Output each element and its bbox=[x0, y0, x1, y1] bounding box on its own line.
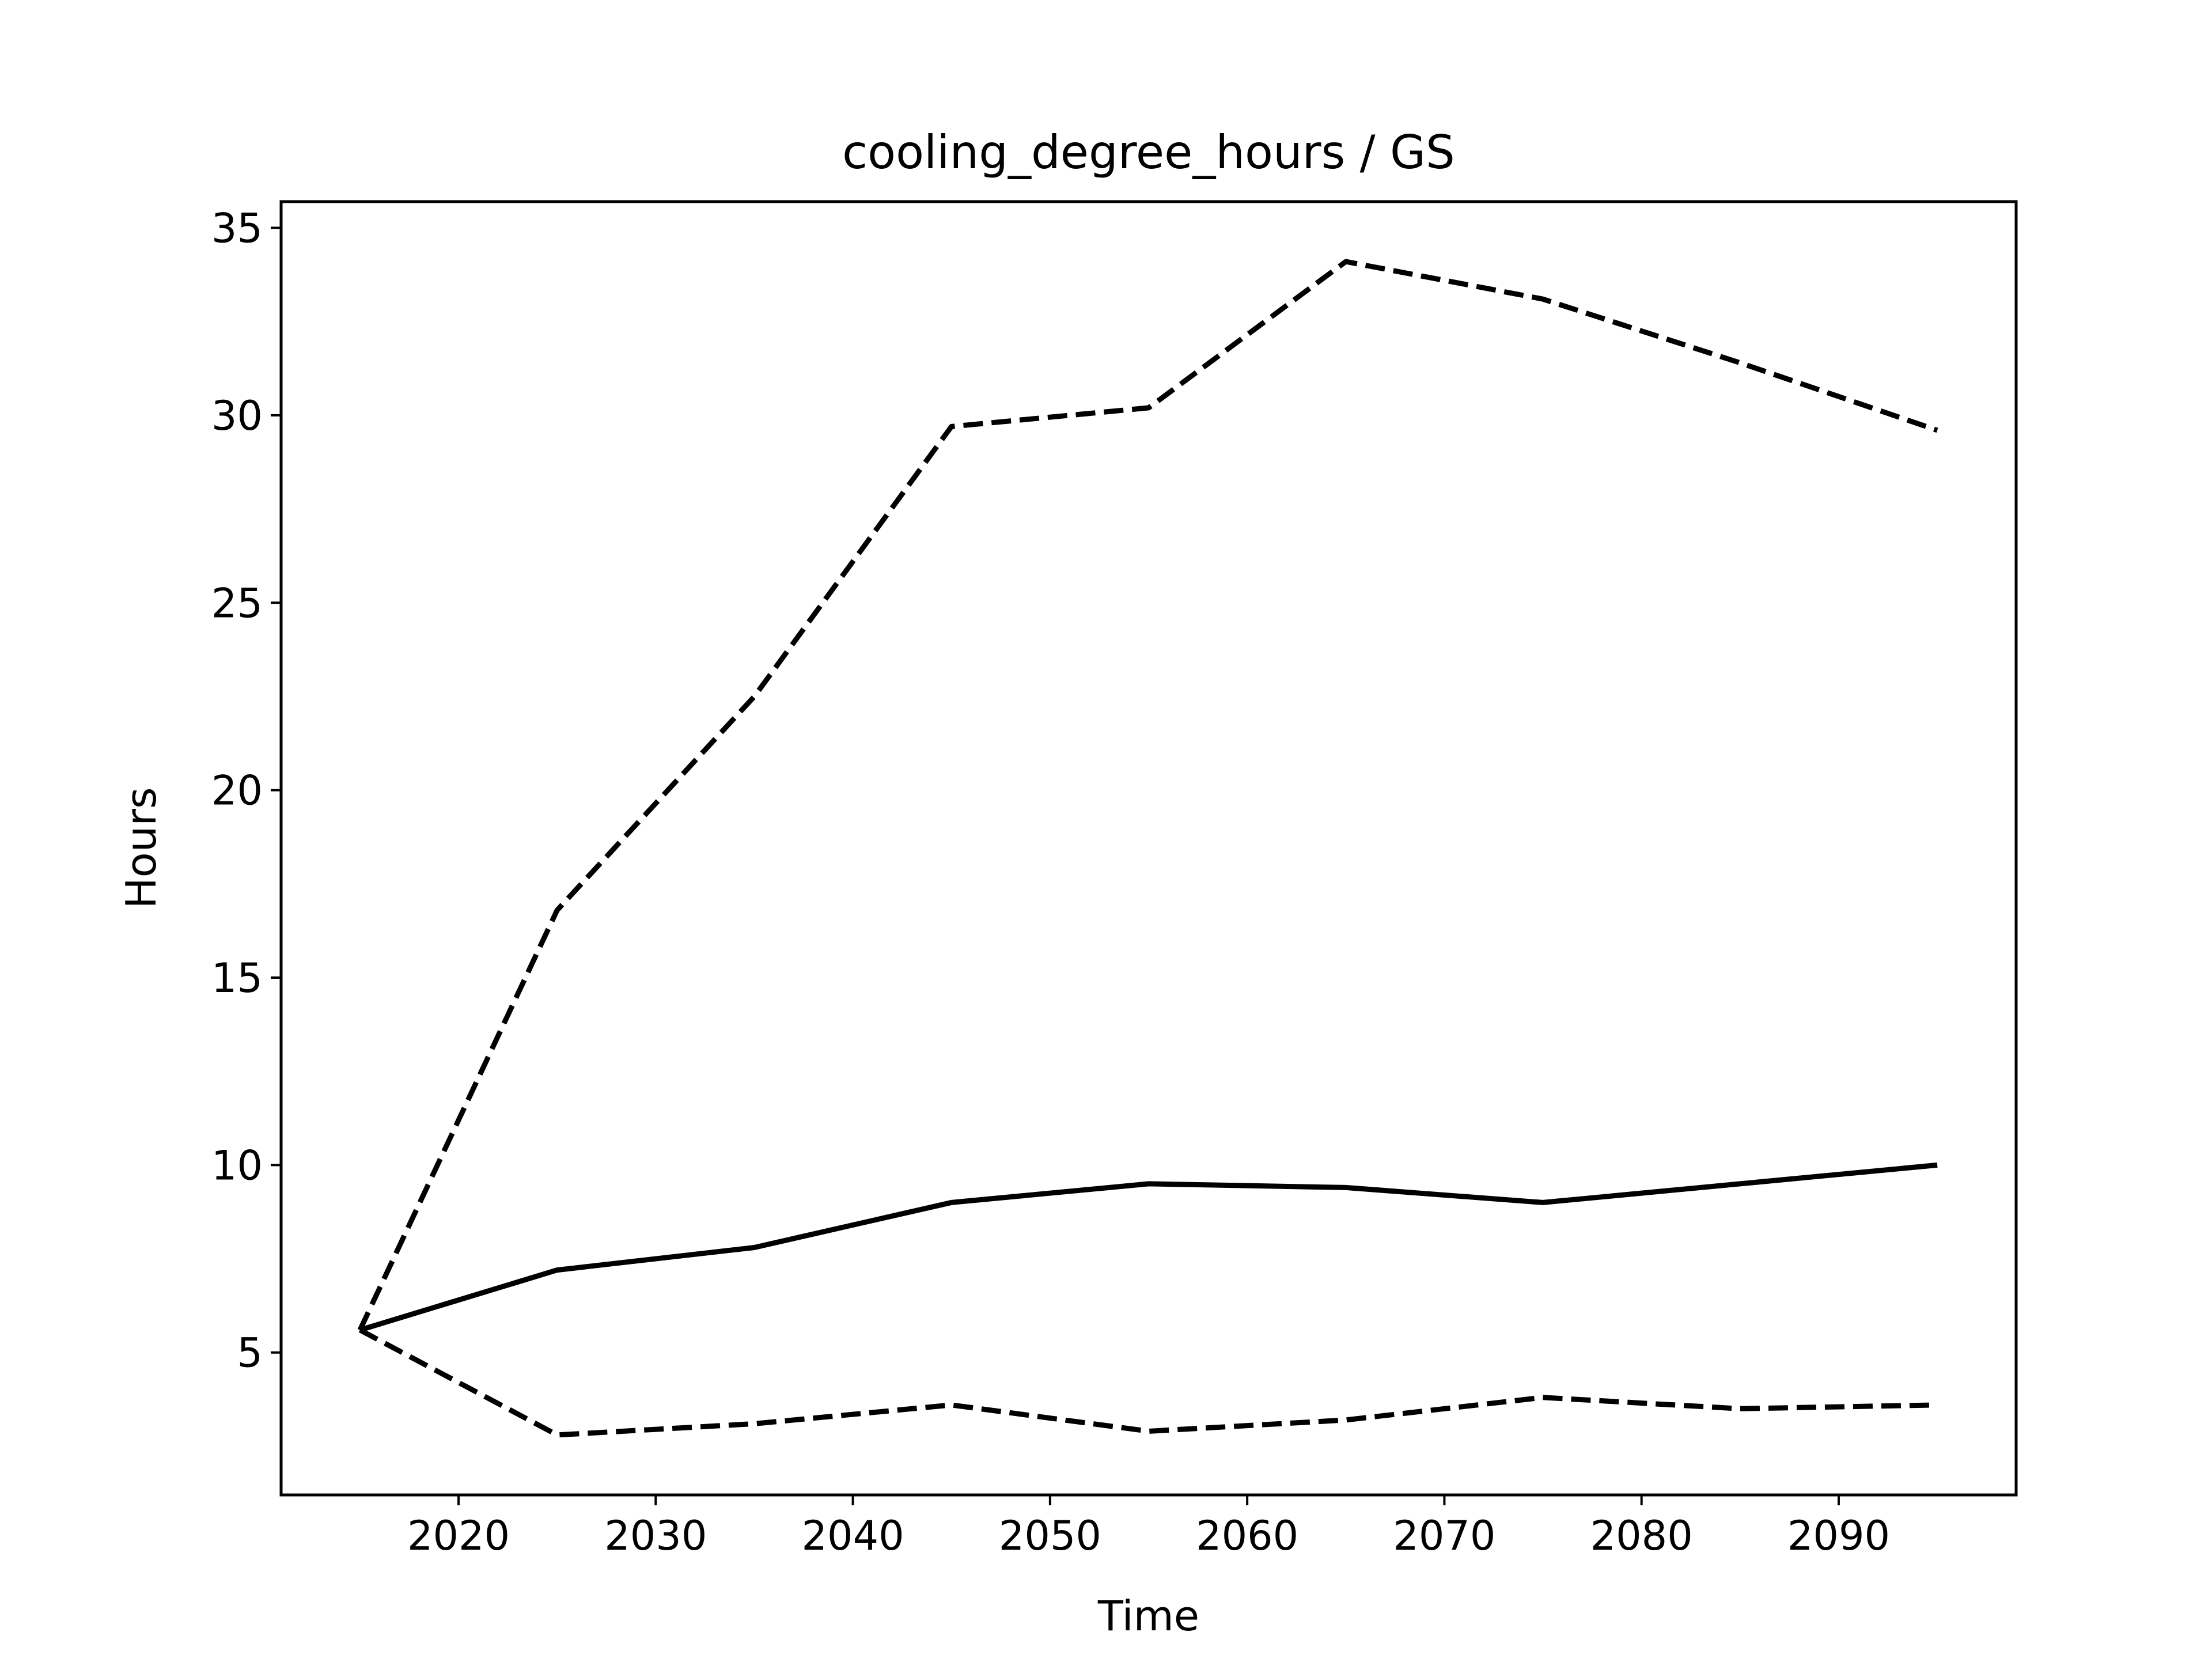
x-tick-label: 2070 bbox=[1393, 1512, 1495, 1559]
series-line-1 bbox=[357, 259, 1938, 1331]
chart-title: cooling_degree_hours / GS bbox=[842, 126, 1455, 179]
y-tick-label: 30 bbox=[211, 392, 263, 440]
x-tick-label: 2050 bbox=[999, 1512, 1101, 1559]
plot-area-frame bbox=[279, 200, 2018, 1497]
series-layer bbox=[357, 259, 1938, 1438]
y-axis: 5 10 15 20 25 30 35 bbox=[211, 205, 281, 1377]
series-line-2 bbox=[359, 1162, 1938, 1333]
series-line-3 bbox=[358, 1327, 1938, 1438]
x-tick-label: 2090 bbox=[1787, 1512, 1890, 1559]
x-axis: 2020 2030 2040 2050 2060 2070 2080 2090 bbox=[407, 1495, 1890, 1559]
x-tick-label: 2030 bbox=[604, 1512, 707, 1559]
x-tick-label: 2060 bbox=[1196, 1512, 1298, 1559]
y-tick-label: 20 bbox=[211, 767, 263, 815]
x-tick-label: 2040 bbox=[802, 1512, 904, 1559]
x-tick-label: 2080 bbox=[1590, 1512, 1693, 1559]
x-axis-label: Time bbox=[1097, 1592, 1199, 1640]
y-tick-label: 25 bbox=[211, 580, 263, 627]
x-tick-label: 2020 bbox=[407, 1512, 510, 1559]
y-tick-label: 15 bbox=[211, 955, 263, 1002]
y-axis-label: Hours bbox=[117, 788, 165, 909]
y-tick-label: 10 bbox=[211, 1142, 263, 1189]
y-tick-label: 35 bbox=[211, 205, 263, 252]
y-tick-label: 5 bbox=[237, 1330, 263, 1377]
